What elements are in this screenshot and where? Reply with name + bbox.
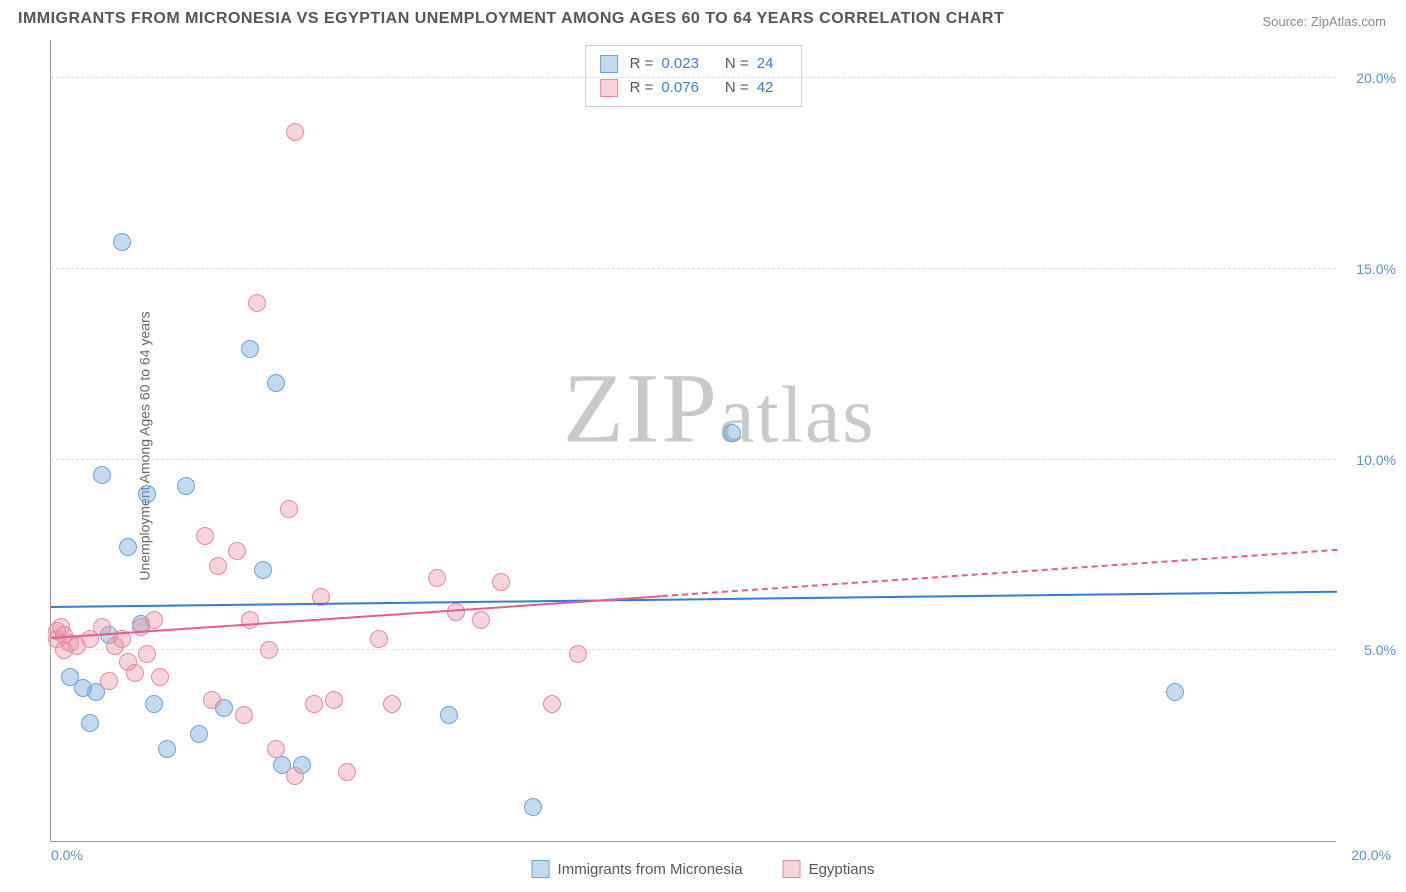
n-value: 24 bbox=[757, 52, 774, 76]
data-point bbox=[113, 233, 131, 251]
data-point bbox=[81, 714, 99, 732]
trend-line bbox=[662, 549, 1337, 597]
gridline bbox=[51, 268, 1336, 269]
gridline bbox=[51, 77, 1336, 78]
data-point bbox=[177, 477, 195, 495]
r-label: R = bbox=[630, 76, 654, 100]
legend-swatch bbox=[600, 79, 618, 97]
series-legend: Immigrants from Micronesia Egyptians bbox=[532, 860, 875, 878]
data-point bbox=[305, 695, 323, 713]
r-label: R = bbox=[630, 52, 654, 76]
data-point bbox=[267, 374, 285, 392]
n-value: 42 bbox=[757, 76, 774, 100]
y-tick: 5.0% bbox=[1364, 642, 1396, 658]
legend-item: Egyptians bbox=[783, 860, 875, 878]
data-point bbox=[138, 645, 156, 663]
n-label: N = bbox=[725, 76, 749, 100]
data-point bbox=[440, 706, 458, 724]
data-point bbox=[228, 542, 246, 560]
data-point bbox=[145, 695, 163, 713]
data-point bbox=[383, 695, 401, 713]
legend-label: Egyptians bbox=[809, 861, 875, 878]
data-point bbox=[248, 294, 266, 312]
data-point bbox=[569, 645, 587, 663]
data-point bbox=[524, 798, 542, 816]
watermark: ZIPatlas bbox=[563, 351, 876, 466]
data-point bbox=[138, 485, 156, 503]
legend-row: R = 0.076 N = 42 bbox=[600, 76, 788, 100]
gridline bbox=[51, 459, 1336, 460]
source-label: Source: bbox=[1262, 14, 1310, 29]
n-label: N = bbox=[725, 52, 749, 76]
gridline bbox=[51, 649, 1336, 650]
plot-area: ZIPatlas R =0.023N =24R =0.076N =42 0.0%… bbox=[50, 40, 1336, 842]
legend-swatch bbox=[783, 860, 801, 878]
y-tick: 20.0% bbox=[1356, 70, 1396, 86]
data-point bbox=[100, 672, 118, 690]
data-point bbox=[325, 691, 343, 709]
data-point bbox=[203, 691, 221, 709]
x-tick: 0.0% bbox=[51, 847, 83, 863]
legend-row: R = 0.023 N = 24 bbox=[600, 52, 788, 76]
data-point bbox=[119, 538, 137, 556]
data-point bbox=[260, 641, 278, 659]
r-value: 0.076 bbox=[661, 76, 699, 100]
data-point bbox=[158, 740, 176, 758]
data-point bbox=[723, 424, 741, 442]
data-point bbox=[254, 561, 272, 579]
data-point bbox=[428, 569, 446, 587]
r-value: 0.023 bbox=[661, 52, 699, 76]
data-point bbox=[52, 618, 70, 636]
data-point bbox=[267, 740, 285, 758]
data-point bbox=[209, 557, 227, 575]
data-point bbox=[492, 573, 510, 591]
source-attribution: Source: ZipAtlas.com bbox=[1262, 14, 1386, 29]
legend-label: Immigrants from Micronesia bbox=[558, 861, 743, 878]
legend-swatch bbox=[532, 860, 550, 878]
source-value: ZipAtlas.com bbox=[1311, 14, 1386, 29]
data-point bbox=[280, 500, 298, 518]
legend-swatch bbox=[600, 55, 618, 73]
data-point bbox=[447, 603, 465, 621]
y-tick: 10.0% bbox=[1356, 452, 1396, 468]
chart-title: IMMIGRANTS FROM MICRONESIA VS EGYPTIAN U… bbox=[18, 10, 1004, 28]
data-point bbox=[543, 695, 561, 713]
data-point bbox=[93, 466, 111, 484]
data-point bbox=[1166, 683, 1184, 701]
data-point bbox=[286, 123, 304, 141]
data-point bbox=[74, 679, 92, 697]
data-point bbox=[126, 664, 144, 682]
correlation-legend: R = 0.023 N = 24 R = 0.076 N = 42 bbox=[585, 45, 803, 107]
data-point bbox=[370, 630, 388, 648]
data-point bbox=[286, 767, 304, 785]
data-point bbox=[241, 340, 259, 358]
legend-item: Immigrants from Micronesia bbox=[532, 860, 743, 878]
y-tick: 15.0% bbox=[1356, 261, 1396, 277]
data-point bbox=[472, 611, 490, 629]
data-point bbox=[196, 527, 214, 545]
data-point bbox=[145, 611, 163, 629]
x-tick: 20.0% bbox=[1351, 847, 1391, 863]
data-point bbox=[241, 611, 259, 629]
data-point bbox=[235, 706, 253, 724]
data-point bbox=[190, 725, 208, 743]
data-point bbox=[338, 763, 356, 781]
data-point bbox=[151, 668, 169, 686]
